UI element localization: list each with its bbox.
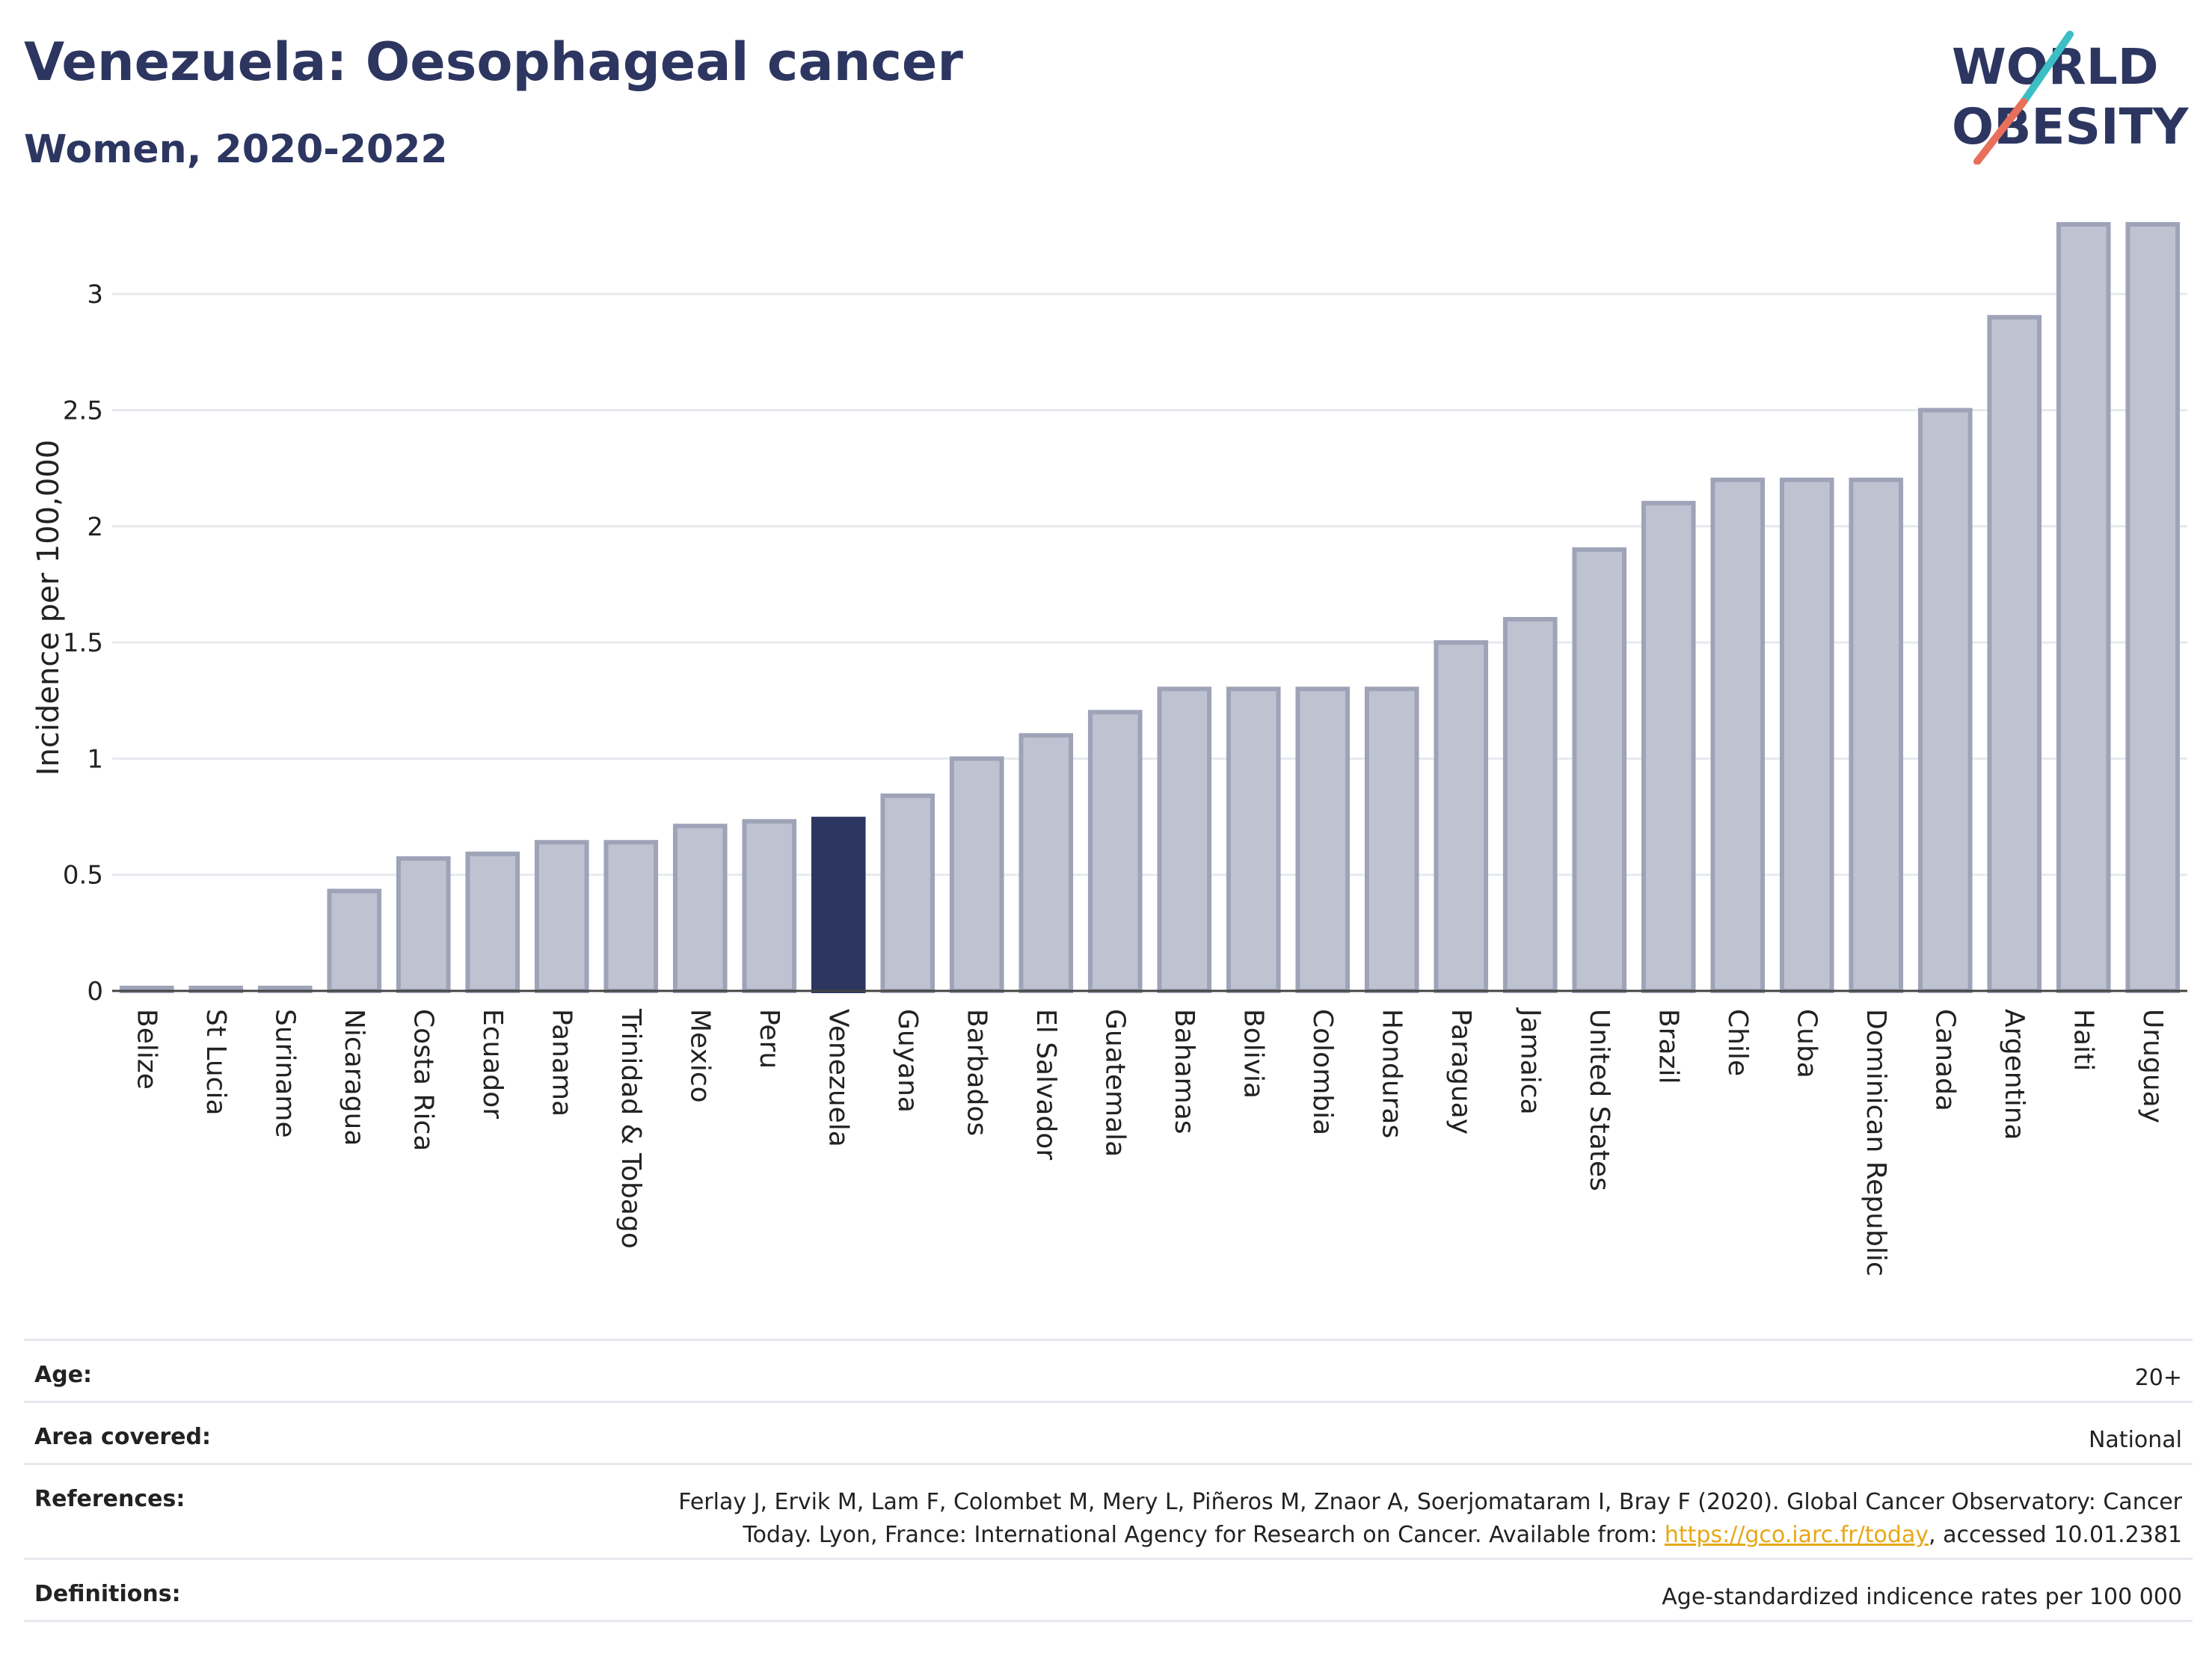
bar-cuba — [1779, 477, 1834, 993]
x-tick-label: Costa Rica — [408, 1009, 438, 1151]
bar-honduras — [1364, 687, 1419, 993]
y-tick-label: 3 — [87, 280, 103, 310]
x-tick-label: Colombia — [1307, 1009, 1338, 1135]
x-tick-label: Suriname — [269, 1009, 300, 1138]
references-line1: Ferlay J, Ervik M, Lam F, Colombet M, Me… — [678, 1489, 2182, 1515]
bar-uruguay — [2125, 222, 2181, 993]
bar-guatemala — [1087, 710, 1143, 993]
area-label: Area covered: — [34, 1424, 211, 1450]
x-tick-label: Nicaragua — [339, 1009, 369, 1146]
bar-bahamas — [1157, 687, 1212, 993]
x-tick-label: Bahamas — [1169, 1009, 1199, 1134]
bar-guyana — [880, 793, 936, 993]
logo-slash-coral — [1973, 98, 2027, 165]
x-tick-label: Dominican Republic — [1861, 1009, 1891, 1277]
references-line2-post: , accessed 10.01.2381 — [1929, 1522, 2182, 1548]
bar-haiti — [2056, 222, 2111, 993]
x-tick-label: Argentina — [1999, 1009, 2030, 1140]
x-tick-label: Ecuador — [477, 1009, 508, 1119]
references-line2-pre: Today. Lyon, France: International Agenc… — [743, 1522, 1665, 1548]
page-subtitle: Women, 2020-2022 — [24, 127, 448, 172]
bar-chart: 0 0.5 1 1.5 2 2.5 3 Incidence per 100,000 Belize… — [31, 222, 2187, 1277]
logo-slash-teal — [2020, 31, 2074, 105]
y-tick-label: 2.5 — [63, 396, 103, 426]
bar-canada — [1917, 408, 1973, 993]
references-label: References: — [34, 1486, 185, 1512]
x-tick-label: Jamaica — [1514, 1007, 1545, 1115]
x-tick-label: El Salvador — [1030, 1009, 1061, 1160]
bar-mexico — [672, 823, 728, 994]
bar-nicaragua — [327, 888, 382, 993]
bar-peru — [742, 819, 797, 993]
x-tick-label: Barbados — [961, 1009, 992, 1136]
bar-colombia — [1295, 687, 1351, 993]
bar-ecuador — [465, 851, 520, 993]
meta-row-area: Area covered: National — [24, 1401, 2193, 1463]
x-tick-label: Chile — [1722, 1009, 1753, 1076]
x-tick-label: Mexico — [684, 1009, 715, 1103]
bar-costa-rica — [396, 856, 451, 993]
x-tick-label: Honduras — [1376, 1009, 1407, 1138]
page-title: Venezuela: Oesophageal cancer — [24, 31, 963, 93]
y-tick-label: 0 — [87, 977, 103, 1007]
area-value: National — [2088, 1427, 2182, 1453]
y-tick-label: 2 — [87, 512, 103, 542]
bar-bolivia — [1226, 687, 1281, 993]
references-link[interactable]: https://gco.iarc.fr/today — [1664, 1522, 1929, 1548]
references-value: Ferlay J, Ervik M, Lam F, Colombet M, Me… — [678, 1486, 2182, 1552]
meta-row-references: References: Ferlay J, Ervik M, Lam F, Co… — [24, 1463, 2193, 1558]
x-tick-label: Guatemala — [1099, 1009, 1130, 1157]
x-tick-label: Venezuela — [823, 1009, 853, 1147]
x-tick-label: Uruguay — [2137, 1009, 2168, 1123]
world-obesity-logo: WORLD OBESITY — [1952, 31, 2190, 165]
bar-jamaica — [1502, 617, 1558, 993]
x-tick-label: Paraguay — [1446, 1009, 1476, 1134]
bar-trinidad-tobago — [603, 840, 659, 993]
age-value: 20+ — [2134, 1365, 2182, 1391]
y-tick-label: 1.5 — [63, 628, 103, 658]
x-tick-label: Cuba — [1791, 1009, 1822, 1078]
x-tick-label: Brazil — [1653, 1009, 1683, 1084]
bar-chile — [1710, 477, 1766, 993]
bar-dominican-republic — [1849, 477, 1904, 993]
x-tick-label: Bolivia — [1238, 1009, 1268, 1099]
age-label: Age: — [34, 1362, 93, 1388]
logo-line1: WORLD — [1952, 38, 2159, 96]
x-tick-label: United States — [1584, 1009, 1615, 1191]
bar-barbados — [949, 756, 1004, 993]
bar-panama — [534, 840, 589, 993]
bar-brazil — [1641, 500, 1696, 993]
y-tick-label: 1 — [87, 744, 103, 774]
bar-argentina — [1987, 315, 2042, 993]
x-tick-label: Haiti — [2068, 1009, 2098, 1071]
bar-united-states — [1572, 547, 1627, 993]
definitions-value: Age-standardized indicence rates per 100… — [1662, 1584, 2182, 1610]
meta-row-definitions: Definitions: Age-standardized indicence … — [24, 1558, 2193, 1622]
x-tick-label: Guyana — [892, 1009, 923, 1113]
bar-venezuela — [811, 817, 866, 993]
x-tick-label: Canada — [1929, 1009, 1960, 1111]
metadata-table: Age: 20+ Area covered: National Referenc… — [24, 1339, 2193, 1622]
x-tick-label: Panama — [546, 1009, 577, 1117]
definitions-label: Definitions: — [34, 1581, 181, 1607]
bar-paraguay — [1434, 640, 1489, 993]
x-tick-label: Belize — [131, 1009, 162, 1090]
x-tick-label: Trinidad & Tobago — [615, 1008, 646, 1249]
meta-row-age: Age: 20+ — [24, 1339, 2193, 1401]
x-tick-label: Peru — [754, 1009, 784, 1069]
bar-el-salvador — [1019, 733, 1074, 993]
x-tick-label: St Lucia — [200, 1009, 231, 1116]
y-axis-label: Incidence per 100,000 — [31, 440, 66, 776]
y-tick-label: 0.5 — [63, 861, 103, 891]
